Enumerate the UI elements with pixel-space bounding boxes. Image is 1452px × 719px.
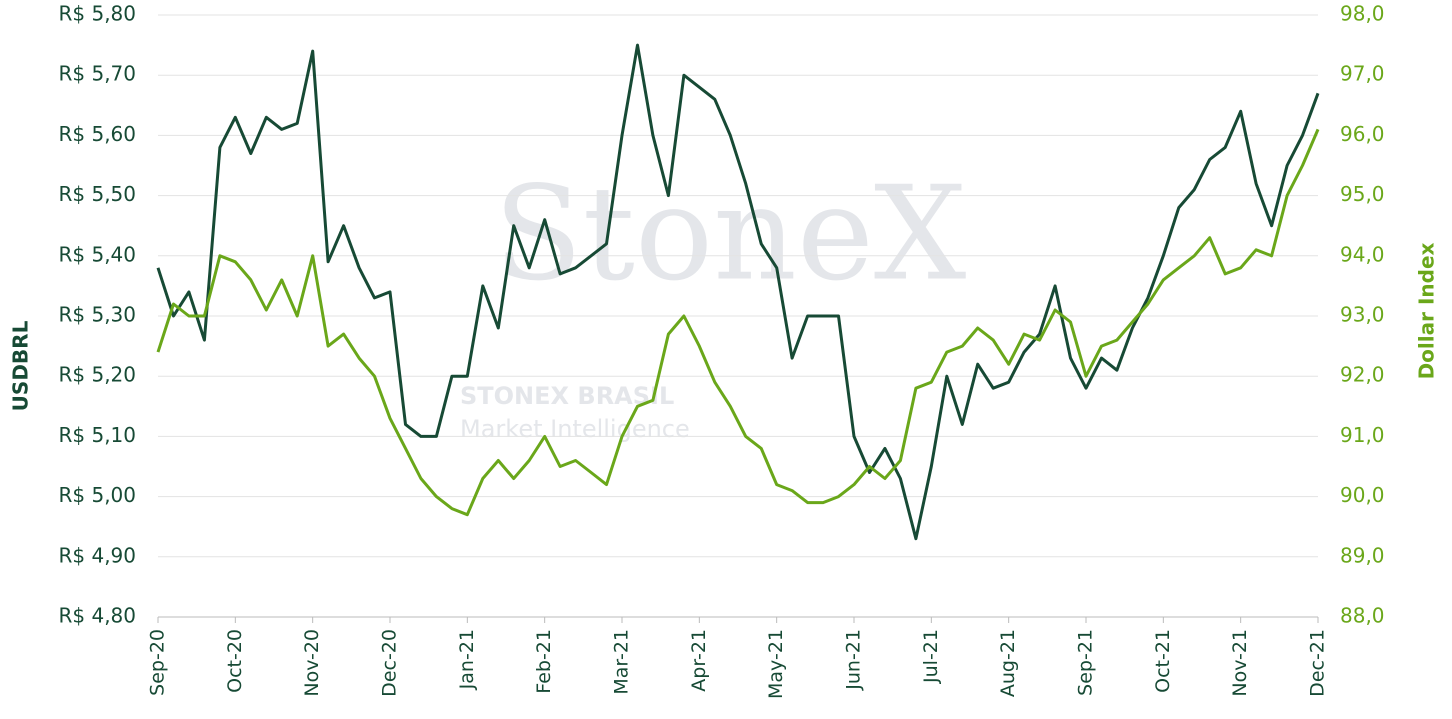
x-tick-label: Dec-20 xyxy=(379,629,401,697)
y-tick-label: R$ 5,60 xyxy=(58,122,136,146)
x-tick-label: Sep-21 xyxy=(1075,629,1097,696)
x-tick-label: Jul-21 xyxy=(920,629,942,684)
x-tick-label: Oct-20 xyxy=(224,629,246,693)
x-tick-label: Sep-20 xyxy=(147,629,169,696)
y2-tick-label: 90,0 xyxy=(1340,483,1385,507)
y-tick-label: R$ 4,90 xyxy=(58,543,136,567)
y-tick-label: R$ 5,20 xyxy=(58,363,136,387)
series-line xyxy=(156,128,1320,517)
series-line xyxy=(156,43,1320,541)
x-tick-label: Oct-21 xyxy=(1152,629,1174,693)
x-tick-label: May-21 xyxy=(765,629,787,699)
y-tick-label: R$ 5,30 xyxy=(58,303,136,327)
watermark-sub2: Market Intelligence xyxy=(460,415,690,443)
y-tick-label: R$ 5,50 xyxy=(58,182,136,206)
y2-tick-label: 98,0 xyxy=(1340,2,1385,26)
x-tick-label: Jan-21 xyxy=(456,629,478,690)
x-tick-label: Mar-21 xyxy=(611,629,633,695)
y-tick-label: R$ 5,80 xyxy=(58,2,136,26)
y2-tick-label: 95,0 xyxy=(1340,182,1385,206)
x-tick-label: Nov-20 xyxy=(301,629,323,697)
y-tick-label: R$ 5,00 xyxy=(58,483,136,507)
y-axis-label: USDBRL xyxy=(9,320,33,411)
x-tick-label: Aug-21 xyxy=(997,629,1019,697)
y2-axis-label: Dollar Index xyxy=(1415,242,1439,379)
y-tick-label: R$ 4,80 xyxy=(58,604,136,628)
y2-tick-label: 96,0 xyxy=(1340,122,1385,146)
y-tick-label: R$ 5,40 xyxy=(58,242,136,266)
y-tick-label: R$ 5,10 xyxy=(58,423,136,447)
y2-tick-label: 93,0 xyxy=(1340,303,1385,327)
x-tick-label: Nov-21 xyxy=(1229,629,1251,697)
y-tick-label: R$ 5,70 xyxy=(58,62,136,86)
y2-tick-label: 91,0 xyxy=(1340,423,1385,447)
x-tick-label: Feb-21 xyxy=(533,629,555,694)
y2-tick-label: 97,0 xyxy=(1340,62,1385,86)
y2-tick-label: 94,0 xyxy=(1340,242,1385,266)
y2-tick-label: 92,0 xyxy=(1340,363,1385,387)
x-tick-label: Dec-21 xyxy=(1307,629,1329,697)
watermark-logo: StoneX xyxy=(494,158,967,310)
y2-tick-label: 89,0 xyxy=(1340,543,1385,567)
y2-tick-label: 88,0 xyxy=(1340,604,1385,628)
x-tick-label: Apr-21 xyxy=(688,629,710,692)
x-tick-label: Jun-21 xyxy=(843,629,865,691)
